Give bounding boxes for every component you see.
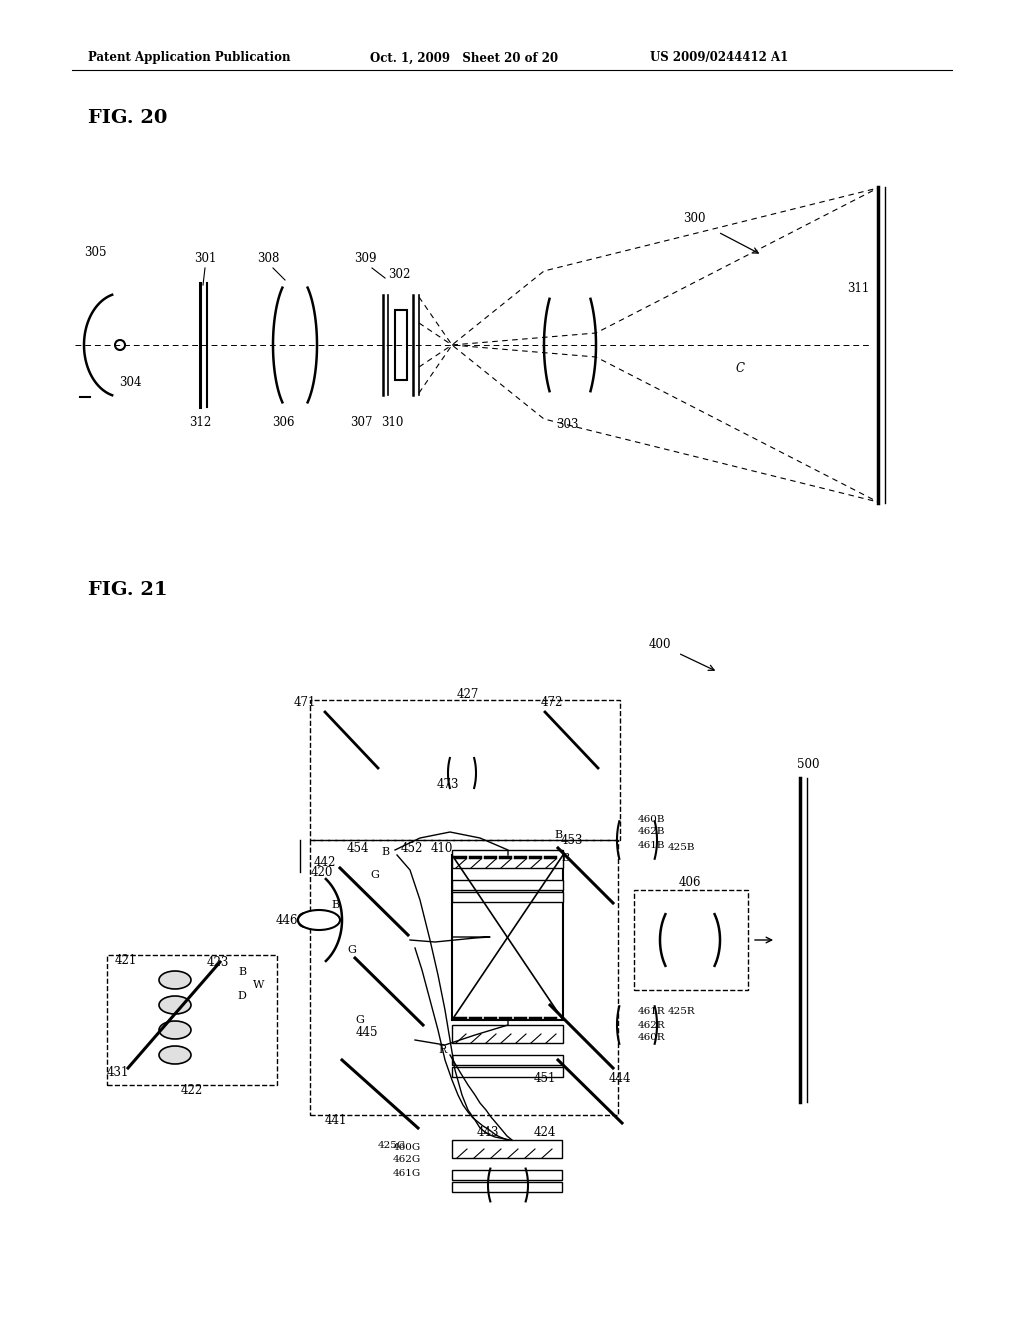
Text: 423: 423 [207,957,229,969]
Text: 312: 312 [188,416,211,429]
Bar [452,855,563,1020]
Bar [452,1170,562,1180]
Text: 301: 301 [194,252,216,264]
Text: G: G [371,870,380,880]
Text: R: R [439,1045,447,1055]
Text: 462G: 462G [393,1155,421,1164]
Bar [452,1055,563,1065]
Text: 454: 454 [347,842,370,854]
Text: G: G [355,1015,365,1026]
Text: 425B: 425B [668,843,695,853]
Text: 471: 471 [294,697,316,710]
Text: 443: 443 [477,1126,500,1138]
Bar [452,850,563,869]
Bar [452,1067,563,1077]
Text: 462R: 462R [638,1020,666,1030]
Text: 309: 309 [353,252,376,264]
Text: 305: 305 [84,247,106,260]
Text: 460G: 460G [393,1143,421,1152]
Text: 306: 306 [271,416,294,429]
Text: 421: 421 [115,953,137,966]
Text: 424: 424 [534,1126,556,1138]
Bar [452,892,563,902]
Text: B: B [561,853,569,863]
Text: 452: 452 [400,842,423,854]
Text: 307: 307 [350,416,373,429]
Bar [452,1181,562,1192]
Text: W: W [253,979,264,990]
Text: 425R: 425R [668,1007,695,1016]
Text: B: B [554,830,562,840]
Text: 453: 453 [561,833,584,846]
Text: 442: 442 [313,855,336,869]
Ellipse shape [159,1020,191,1039]
Text: 461G: 461G [393,1168,421,1177]
Text: 441: 441 [325,1114,347,1126]
Bar [452,880,563,890]
Ellipse shape [298,909,340,931]
Text: 304: 304 [119,376,141,389]
Text: 302: 302 [388,268,411,281]
Text: 500: 500 [797,759,819,771]
Text: 473: 473 [437,779,459,792]
Text: 460B: 460B [638,816,666,825]
Text: 461R: 461R [638,1007,666,1016]
Text: 303: 303 [556,417,579,430]
Bar [634,890,748,990]
Bar [452,1140,562,1158]
Text: 310: 310 [381,416,403,429]
Text: Patent Application Publication: Patent Application Publication [88,51,291,65]
Text: 410: 410 [431,842,453,854]
Text: 308: 308 [257,252,280,264]
Bar [106,954,278,1085]
Bar [310,840,618,1115]
Text: 425G: 425G [378,1140,407,1150]
Text: 445: 445 [355,1026,378,1039]
Text: 446: 446 [275,913,298,927]
Text: 422: 422 [181,1084,203,1097]
Text: 311: 311 [847,281,869,294]
Ellipse shape [159,972,191,989]
Bar [452,1026,563,1043]
Text: US 2009/0244412 A1: US 2009/0244412 A1 [650,51,788,65]
Text: 300: 300 [683,211,706,224]
Text: 400: 400 [649,639,672,652]
Bar [395,310,407,380]
Text: 451: 451 [534,1072,556,1085]
Text: G: G [347,945,356,954]
Text: B: B [331,900,339,909]
Text: 460R: 460R [638,1034,666,1043]
Text: C: C [735,362,744,375]
Text: 406: 406 [679,875,701,888]
Ellipse shape [159,1045,191,1064]
Text: 444: 444 [608,1072,631,1085]
Text: B: B [238,968,246,977]
Text: Oct. 1, 2009   Sheet 20 of 20: Oct. 1, 2009 Sheet 20 of 20 [370,51,558,65]
Text: 431: 431 [106,1065,129,1078]
Text: FIG. 20: FIG. 20 [88,110,167,127]
Text: FIG. 21: FIG. 21 [88,581,168,599]
Text: D: D [238,991,247,1001]
Text: B: B [381,847,389,857]
Ellipse shape [159,997,191,1014]
Text: 462B: 462B [638,828,666,837]
Bar [310,700,620,840]
Text: 461B: 461B [638,841,666,850]
Text: 420: 420 [311,866,333,879]
Text: 427: 427 [457,689,479,701]
Text: 472: 472 [541,696,563,709]
